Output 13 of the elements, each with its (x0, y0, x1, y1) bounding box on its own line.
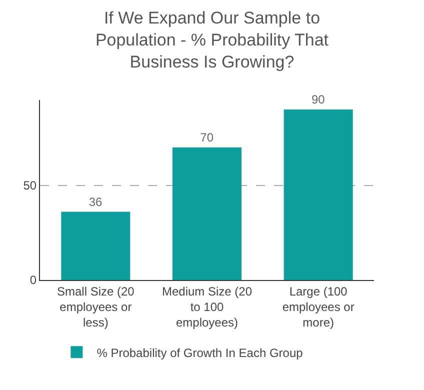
x-tick-label: Medium Size (20 to 100 employees) (162, 284, 252, 330)
legend-label: % Probability of Growth In Each Group (96, 346, 304, 360)
bar (172, 147, 242, 280)
bar (284, 109, 353, 280)
y-tick-label: 50 (23, 178, 37, 192)
chart-title: If We Expand Our Sample to Population - % Probability That Business Is Growing? (95, 8, 329, 72)
data-label: 70 (200, 130, 214, 144)
bar (61, 212, 130, 280)
x-tick-label: Small Size (20 employees or less) (56, 284, 135, 330)
data-label: 36 (88, 194, 102, 209)
x-tick-label: Large (100 employees or more) (282, 284, 354, 330)
data-label: 90 (312, 92, 326, 106)
y-tick-label: 0 (30, 273, 37, 288)
